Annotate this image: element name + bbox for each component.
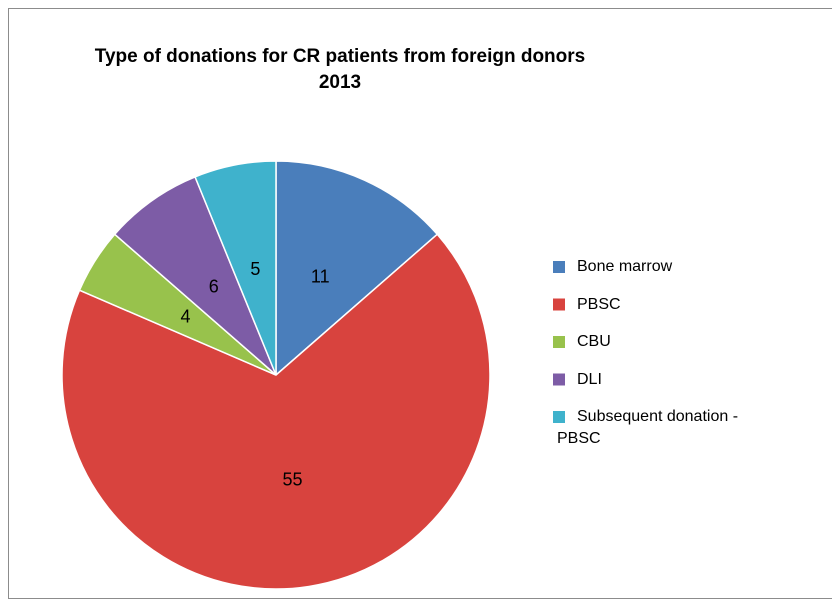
data-label: 55 xyxy=(283,469,303,489)
pie-slice xyxy=(275,160,439,377)
data-label: 11 xyxy=(311,266,330,286)
legend-label: DLI xyxy=(577,370,602,388)
legend-label: Bone marrow xyxy=(577,258,673,275)
legend-swatch xyxy=(553,261,565,273)
data-label: 4 xyxy=(180,307,190,327)
data-label: 5 xyxy=(250,259,260,279)
pie-slice xyxy=(194,160,277,376)
legend-swatch xyxy=(553,411,565,423)
data-label: 6 xyxy=(209,277,219,297)
legend-label: PBSC xyxy=(577,295,621,313)
legend-label: CBU xyxy=(577,333,611,350)
legend-swatch xyxy=(553,336,565,348)
pie-slice xyxy=(113,175,277,376)
chart-frame xyxy=(8,8,832,599)
legend-swatch xyxy=(553,298,565,311)
chart-subtitle: 2013 xyxy=(318,72,362,93)
legend-swatch xyxy=(553,373,565,386)
legend-label: Subsequent donation - PBSC xyxy=(557,408,739,447)
chart-title: Type of donations for CR patients from f… xyxy=(94,46,586,67)
pie-slice xyxy=(61,233,491,590)
